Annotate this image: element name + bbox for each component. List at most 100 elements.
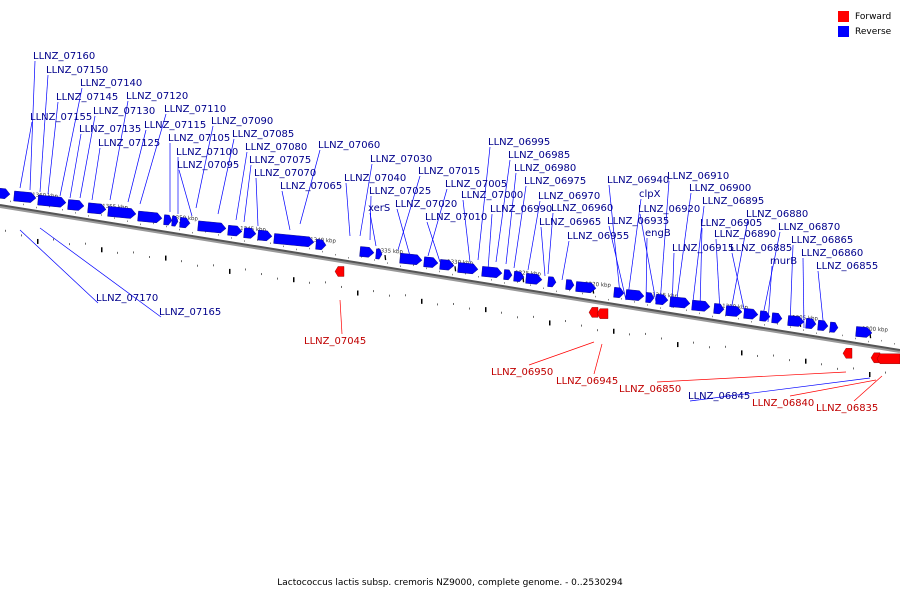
gene-arrow[interactable] (787, 315, 805, 327)
gene-arrow[interactable] (457, 262, 479, 275)
gene-arrow[interactable] (423, 256, 439, 268)
gene-label[interactable]: LLNZ_06960 (551, 203, 613, 214)
gene-arrow[interactable] (0, 187, 11, 199)
gene-label[interactable]: LLNZ_06920 (638, 204, 700, 215)
gene-label[interactable]: LLNZ_06990 (490, 204, 552, 215)
gene-label[interactable]: LLNZ_06970 (538, 191, 600, 202)
gene-label[interactable]: LLNZ_06860 (801, 248, 863, 259)
gene-label[interactable]: LLNZ_07005 (445, 179, 507, 190)
gene-arrow[interactable] (565, 279, 575, 291)
gene-arrow[interactable] (855, 326, 873, 338)
gene-label[interactable]: LLNZ_06935 (607, 216, 669, 227)
gene-arrow[interactable] (669, 296, 691, 309)
gene-arrow-forward[interactable] (842, 348, 853, 359)
gene-label[interactable]: LLNZ_07045 (304, 336, 366, 347)
gene-arrow[interactable] (547, 276, 557, 288)
gene-arrow-forward[interactable] (596, 308, 609, 319)
gene-label[interactable]: LLNZ_06980 (514, 163, 576, 174)
gene-label[interactable]: LLNZ_07065 (280, 181, 342, 192)
gene-label[interactable]: LLNZ_07030 (370, 154, 432, 165)
gene-label[interactable]: LLNZ_07060 (318, 140, 380, 151)
gene-label[interactable]: engB (645, 228, 671, 239)
gene-arrow[interactable] (743, 308, 759, 320)
gene-arrow[interactable] (575, 281, 597, 294)
gene-label[interactable]: LLNZ_07020 (395, 199, 457, 210)
gene-label[interactable]: LLNZ_06940 (607, 175, 669, 186)
gene-label[interactable]: LLNZ_06915 (672, 243, 734, 254)
gene-arrow[interactable] (179, 217, 191, 229)
gene-label[interactable]: murB (770, 256, 797, 267)
gene-label[interactable]: LLNZ_07135 (79, 124, 141, 135)
gene-label[interactable]: LLNZ_07040 (344, 173, 406, 184)
gene-arrow[interactable] (503, 269, 513, 281)
gene-arrow[interactable] (227, 224, 243, 237)
gene-label[interactable]: LLNZ_06870 (778, 222, 840, 233)
gene-label[interactable]: LLNZ_06900 (689, 183, 751, 194)
gene-label[interactable]: LLNZ_07015 (418, 166, 480, 177)
gene-arrow[interactable] (771, 312, 783, 324)
gene-label[interactable]: LLNZ_07145 (56, 92, 118, 103)
gene-arrow[interactable] (439, 259, 455, 271)
gene-arrow[interactable] (613, 287, 625, 299)
gene-label[interactable]: LLNZ_06950 (491, 367, 553, 378)
gene-arrow[interactable] (163, 214, 173, 226)
gene-label[interactable]: LLNZ_06955 (567, 231, 629, 242)
gene-arrow[interactable] (197, 220, 227, 234)
gene-label[interactable]: LLNZ_07080 (245, 142, 307, 153)
gene-arrow[interactable] (273, 233, 315, 247)
gene-label[interactable]: LLNZ_07100 (176, 147, 238, 158)
gene-label[interactable]: LLNZ_07110 (164, 104, 226, 115)
gene-arrow[interactable] (315, 239, 327, 250)
gene-label[interactable]: LLNZ_07085 (232, 129, 294, 140)
gene-label[interactable]: LLNZ_06965 (539, 217, 601, 228)
gene-label[interactable]: LLNZ_07070 (254, 168, 316, 179)
gene-label[interactable]: LLNZ_07130 (93, 106, 155, 117)
gene-label[interactable]: LLNZ_06985 (508, 150, 570, 161)
gene-label[interactable]: LLNZ_06855 (816, 261, 878, 272)
gene-label[interactable]: LLNZ_06945 (556, 376, 618, 387)
gene-arrow[interactable] (829, 321, 839, 333)
gene-arrow-forward[interactable] (588, 307, 599, 318)
gene-label[interactable]: LLNZ_07090 (211, 116, 273, 127)
gene-arrow-forward[interactable] (876, 353, 900, 364)
gene-label[interactable]: LLNZ_06910 (667, 171, 729, 182)
gene-arrow[interactable] (655, 293, 669, 305)
gene-arrow[interactable] (399, 252, 423, 265)
gene-label[interactable]: LLNZ_06995 (488, 137, 550, 148)
gene-arrow[interactable] (107, 206, 137, 219)
gene-label[interactable]: LLNZ_07000 (461, 190, 523, 201)
gene-arrow[interactable] (243, 227, 257, 239)
gene-arrow[interactable] (513, 270, 525, 282)
gene-label[interactable]: LLNZ_07160 (33, 51, 95, 62)
gene-arrow[interactable] (67, 199, 85, 211)
gene-label[interactable]: xerS (368, 203, 390, 214)
gene-label[interactable]: LLNZ_06895 (702, 196, 764, 207)
gene-label[interactable]: LLNZ_06850 (619, 384, 681, 395)
gene-arrow[interactable] (171, 215, 179, 227)
gene-label[interactable]: LLNZ_07120 (126, 91, 188, 102)
gene-label[interactable]: LLNZ_07155 (30, 112, 92, 123)
gene-label[interactable]: LLNZ_06865 (791, 235, 853, 246)
gene-label[interactable]: LLNZ_07095 (177, 160, 239, 171)
gene-arrow[interactable] (805, 317, 817, 329)
gene-label[interactable]: LLNZ_07115 (144, 120, 206, 131)
gene-label[interactable]: LLNZ_07025 (369, 186, 431, 197)
gene-arrow[interactable] (691, 299, 711, 312)
gene-label[interactable]: LLNZ_06975 (524, 176, 586, 187)
gene-label[interactable]: clpX (639, 189, 661, 200)
gene-label[interactable]: LLNZ_06840 (752, 398, 814, 409)
gene-label[interactable]: LLNZ_06835 (816, 403, 878, 414)
gene-label[interactable]: LLNZ_06885 (730, 243, 792, 254)
gene-arrow[interactable] (137, 210, 163, 224)
gene-label[interactable]: LLNZ_06890 (714, 229, 776, 240)
gene-arrow[interactable] (37, 194, 67, 208)
gene-arrow[interactable] (481, 266, 503, 278)
gene-label[interactable]: LLNZ_07010 (425, 212, 487, 223)
gene-label[interactable]: LLNZ_06880 (746, 209, 808, 220)
gene-label[interactable]: LLNZ_07170 (96, 293, 158, 304)
gene-label[interactable]: LLNZ_07125 (98, 138, 160, 149)
gene-arrow[interactable] (525, 273, 543, 285)
gene-label[interactable]: LLNZ_07105 (168, 133, 230, 144)
gene-label[interactable]: LLNZ_07140 (80, 78, 142, 89)
